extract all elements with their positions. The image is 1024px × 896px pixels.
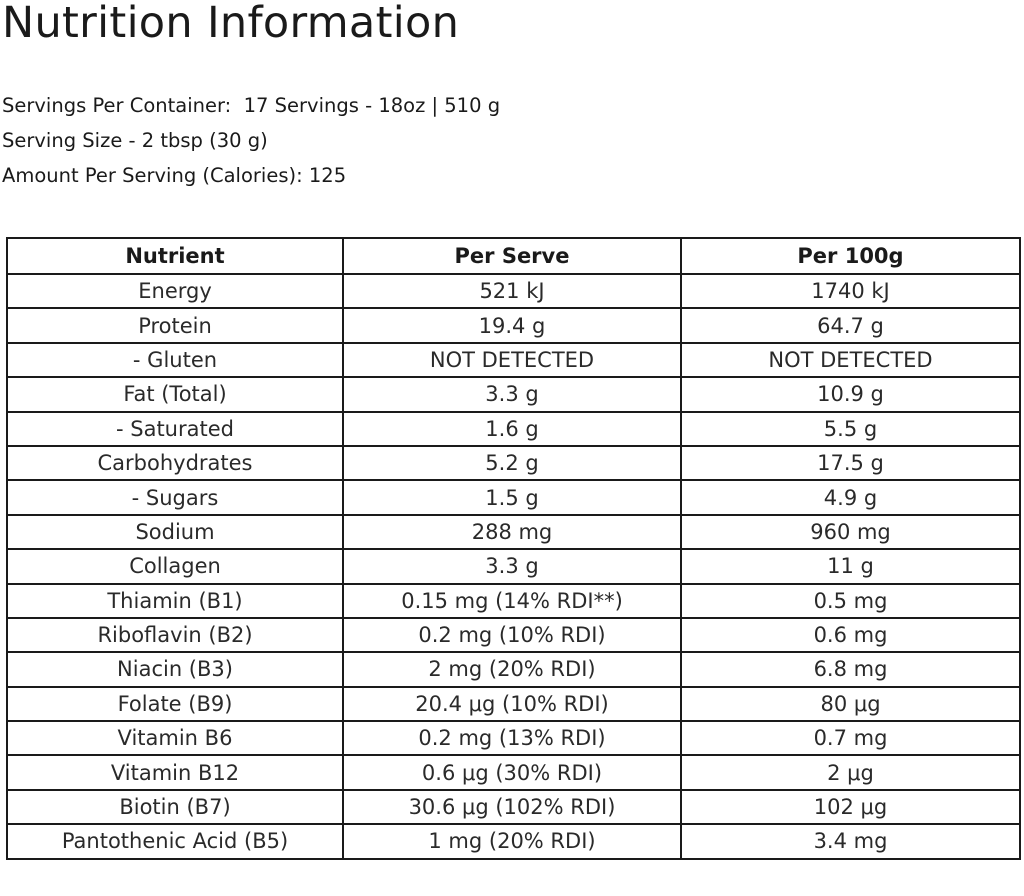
table-row: Niacin (B3) 2 mg (20% RDI) 6.8 mg — [6, 651, 1021, 688]
nutrient-cell: Fat (Total) — [6, 376, 344, 413]
per-serve-cell: 0.2 mg (13% RDI) — [342, 720, 682, 757]
per-100g-cell: 102 μg — [680, 788, 1021, 826]
header-per-100g: Per 100g — [680, 237, 1021, 275]
table-row: Fat (Total) 3.3 g 10.9 g — [6, 376, 1021, 413]
per-serve-cell: 521 kJ — [342, 272, 682, 310]
table-row: - Sugars 1.5 g 4.9 g — [6, 479, 1021, 516]
page-title: Nutrition Information — [2, 0, 460, 48]
per-100g-cell: NOT DETECTED — [680, 341, 1021, 379]
table-row: Biotin (B7) 30.6 μg (102% RDI) 102 μg — [6, 788, 1021, 826]
table-row: - Saturated 1.6 g 5.5 g — [6, 410, 1021, 447]
table-row: Protein 19.4 g 64.7 g — [6, 307, 1021, 344]
per-serve-cell: 19.4 g — [342, 307, 682, 344]
per-100g-cell: 80 μg — [680, 685, 1021, 723]
per-serve-cell: 30.6 μg (102% RDI) — [342, 788, 682, 826]
per-serve-cell: 3.3 g — [342, 376, 682, 413]
table-body: Energy 521 kJ 1740 kJ Protein 19.4 g 64.7 g- … — [6, 272, 1021, 860]
per-serve-cell: 0.2 mg (10% RDI) — [342, 616, 682, 654]
nutrient-cell: Sodium — [6, 513, 344, 551]
per-100g-cell: 6.8 mg — [680, 651, 1021, 688]
per-serve-cell: 1 mg (20% RDI) — [342, 823, 682, 860]
serving-size: Serving Size - 2 tbsp (30 g) — [2, 129, 268, 152]
per-serve-cell: 0.15 mg (14% RDI**) — [342, 582, 682, 619]
header-nutrient: Nutrient — [6, 237, 344, 275]
per-100g-cell: 0.6 mg — [680, 616, 1021, 654]
nutrient-cell: - Gluten — [6, 341, 344, 379]
nutrient-cell: Collagen — [6, 548, 344, 585]
per-100g-cell: 2 μg — [680, 754, 1021, 791]
nutrient-cell: Pantothenic Acid (B5) — [6, 823, 344, 860]
per-serve-cell: 5.2 g — [342, 444, 682, 482]
amount-per-serving: Amount Per Serving (Calories): 125 — [2, 164, 347, 187]
nutrient-cell: Vitamin B12 — [6, 754, 344, 791]
nutrient-cell: Protein — [6, 307, 344, 344]
table-row: Pantothenic Acid (B5) 1 mg (20% RDI) 3.4 m… — [6, 823, 1021, 860]
per-serve-cell: 2 mg (20% RDI) — [342, 651, 682, 688]
per-serve-cell: NOT DETECTED — [342, 341, 682, 379]
header-per-serve: Per Serve — [342, 237, 682, 275]
table-row: Vitamin B6 0.2 mg (13% RDI) 0.7 mg — [6, 720, 1021, 757]
per-100g-cell: 3.4 mg — [680, 823, 1021, 860]
nutrient-cell: Vitamin B6 — [6, 720, 344, 757]
per-serve-cell: 3.3 g — [342, 548, 682, 585]
servings-per-container: Servings Per Container: 17 Servings - 18… — [2, 94, 501, 117]
per-100g-cell: 4.9 g — [680, 479, 1021, 516]
per-100g-cell: 5.5 g — [680, 410, 1021, 447]
per-100g-cell: 0.7 mg — [680, 720, 1021, 757]
per-serve-cell: 20.4 μg (10% RDI) — [342, 685, 682, 723]
per-100g-cell: 64.7 g — [680, 307, 1021, 344]
per-100g-cell: 960 mg — [680, 513, 1021, 551]
per-100g-cell: 10.9 g — [680, 376, 1021, 413]
table-row: Energy 521 kJ 1740 kJ — [6, 272, 1021, 310]
table-row: Carbohydrates 5.2 g 17.5 g — [6, 444, 1021, 482]
nutrient-cell: Thiamin (B1) — [6, 582, 344, 619]
nutrient-cell: Folate (B9) — [6, 685, 344, 723]
table-row: Vitamin B12 0.6 μg (30% RDI) 2 μg — [6, 754, 1021, 791]
per-serve-cell: 0.6 μg (30% RDI) — [342, 754, 682, 791]
table-row: Riboflavin (B2) 0.2 mg (10% RDI) 0.6 mg — [6, 616, 1021, 654]
table-header-row: Nutrient Per Serve Per 100g — [6, 237, 1021, 275]
nutrient-cell: Biotin (B7) — [6, 788, 344, 826]
per-100g-cell: 1740 kJ — [680, 272, 1021, 310]
nutrient-cell: Niacin (B3) — [6, 651, 344, 688]
per-100g-cell: 0.5 mg — [680, 582, 1021, 619]
per-100g-cell: 11 g — [680, 548, 1021, 585]
serving-info: Servings Per Container: 17 Servings - 18… — [2, 88, 500, 193]
table-row: Thiamin (B1) 0.15 mg (14% RDI**) 0.5 mg — [6, 582, 1021, 619]
per-serve-cell: 288 mg — [342, 513, 682, 551]
nutrient-cell: Riboflavin (B2) — [6, 616, 344, 654]
nutrient-cell: - Saturated — [6, 410, 344, 447]
table-row: Sodium 288 mg 960 mg — [6, 513, 1021, 551]
table-row: Collagen 3.3 g 11 g — [6, 548, 1021, 585]
table-row: Folate (B9) 20.4 μg (10% RDI) 80 μg — [6, 685, 1021, 723]
per-serve-cell: 1.5 g — [342, 479, 682, 516]
per-serve-cell: 1.6 g — [342, 410, 682, 447]
nutrition-table: Nutrient Per Serve Per 100g Energy 521 kJ… — [6, 237, 1021, 860]
nutrient-cell: - Sugars — [6, 479, 344, 516]
nutrient-cell: Energy — [6, 272, 344, 310]
table-row: - Gluten NOT DETECTED NOT DETECTED — [6, 341, 1021, 379]
nutrient-cell: Carbohydrates — [6, 444, 344, 482]
per-100g-cell: 17.5 g — [680, 444, 1021, 482]
